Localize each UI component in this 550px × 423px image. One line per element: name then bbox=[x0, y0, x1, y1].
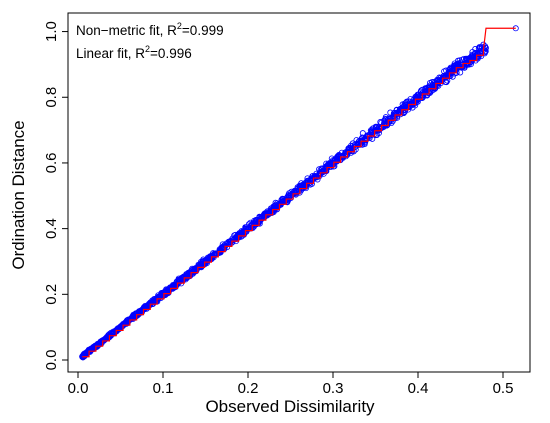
data-point bbox=[438, 76, 445, 83]
legend-nonmetric: Non−metric fit, R2=0.999 bbox=[76, 21, 224, 38]
legend-linear-prefix: Linear fit, R bbox=[76, 46, 145, 61]
y-tick-label: 0.0 bbox=[43, 350, 60, 371]
data-point bbox=[285, 195, 292, 202]
legend-nonmetric-prefix: Non−metric fit, R bbox=[76, 23, 177, 38]
data-point bbox=[389, 118, 396, 125]
data-point bbox=[288, 188, 295, 195]
x-tick-label: 0.5 bbox=[493, 380, 514, 397]
data-point bbox=[334, 157, 341, 164]
legend-linear: Linear fit, R2=0.996 bbox=[76, 44, 192, 61]
data-point bbox=[401, 103, 408, 110]
data-point bbox=[328, 155, 335, 162]
data-point bbox=[382, 115, 389, 122]
plot-frame bbox=[67, 12, 531, 373]
y-tick-label: 0.8 bbox=[43, 87, 60, 108]
data-point bbox=[329, 157, 336, 164]
fit-line-layer bbox=[82, 27, 516, 358]
data-point bbox=[204, 254, 211, 261]
y-tick-label: 0.4 bbox=[43, 218, 60, 239]
data-point bbox=[463, 56, 470, 63]
data-point bbox=[447, 68, 454, 75]
data-point bbox=[338, 149, 345, 156]
x-axis-title: Observed Dissimilarity bbox=[205, 397, 375, 416]
y-tick-label: 0.2 bbox=[43, 284, 60, 305]
x-axis: 0.0 0.1 0.2 0.3 0.4 0.5 bbox=[68, 372, 514, 397]
x-tick-label: 0.3 bbox=[323, 380, 344, 397]
data-point bbox=[294, 184, 301, 191]
y-axis-title: Ordination Distance bbox=[9, 120, 28, 269]
legend-nonmetric-exp: 2 bbox=[177, 21, 182, 31]
data-point bbox=[130, 311, 137, 318]
data-point bbox=[459, 56, 466, 63]
data-point bbox=[474, 51, 481, 58]
y-tick-label: 0.6 bbox=[43, 153, 60, 174]
x-tick-label: 0.0 bbox=[68, 380, 89, 397]
data-point bbox=[111, 329, 118, 336]
data-point bbox=[125, 317, 132, 324]
data-point bbox=[361, 139, 368, 146]
data-point bbox=[95, 341, 102, 348]
data-point bbox=[359, 130, 366, 137]
data-point bbox=[345, 147, 352, 154]
data-point bbox=[84, 348, 91, 355]
data-point bbox=[291, 190, 298, 197]
data-point bbox=[340, 152, 347, 159]
data-point bbox=[367, 127, 374, 134]
data-point bbox=[141, 304, 148, 311]
data-point bbox=[474, 55, 481, 62]
data-point bbox=[413, 99, 420, 106]
y-axis: 0.0 0.2 0.4 0.6 0.8 1.0 bbox=[43, 21, 68, 370]
data-point bbox=[231, 236, 238, 243]
data-point bbox=[318, 168, 325, 175]
plot-border bbox=[67, 12, 531, 373]
nonmetric-fit-line bbox=[82, 27, 516, 358]
data-point bbox=[456, 57, 463, 64]
data-point bbox=[168, 284, 175, 291]
legend-linear-suffix: =0.996 bbox=[150, 46, 192, 61]
data-point bbox=[481, 44, 488, 51]
data-point bbox=[157, 292, 164, 299]
data-point bbox=[420, 90, 427, 97]
data-point bbox=[419, 86, 426, 93]
data-point bbox=[323, 160, 330, 167]
y-tick-label: 1.0 bbox=[43, 21, 60, 42]
x-tick-label: 0.2 bbox=[238, 380, 259, 397]
x-tick-label: 0.1 bbox=[153, 380, 174, 397]
data-point bbox=[417, 88, 424, 95]
data-point bbox=[241, 229, 248, 236]
legend-nonmetric-suffix: =0.999 bbox=[182, 23, 224, 38]
data-point bbox=[393, 106, 400, 113]
data-point bbox=[272, 205, 279, 212]
legend-linear-exp: 2 bbox=[145, 44, 150, 54]
legend: Non−metric fit, R2=0.999 Linear fit, R2=… bbox=[76, 21, 224, 61]
x-tick-label: 0.4 bbox=[408, 380, 429, 397]
data-point bbox=[191, 268, 198, 275]
data-point bbox=[455, 60, 462, 67]
data-point bbox=[426, 80, 433, 87]
data-point bbox=[447, 64, 454, 71]
data-point bbox=[403, 98, 410, 105]
data-point bbox=[190, 267, 197, 274]
data-point bbox=[390, 110, 397, 117]
data-point bbox=[372, 123, 379, 130]
